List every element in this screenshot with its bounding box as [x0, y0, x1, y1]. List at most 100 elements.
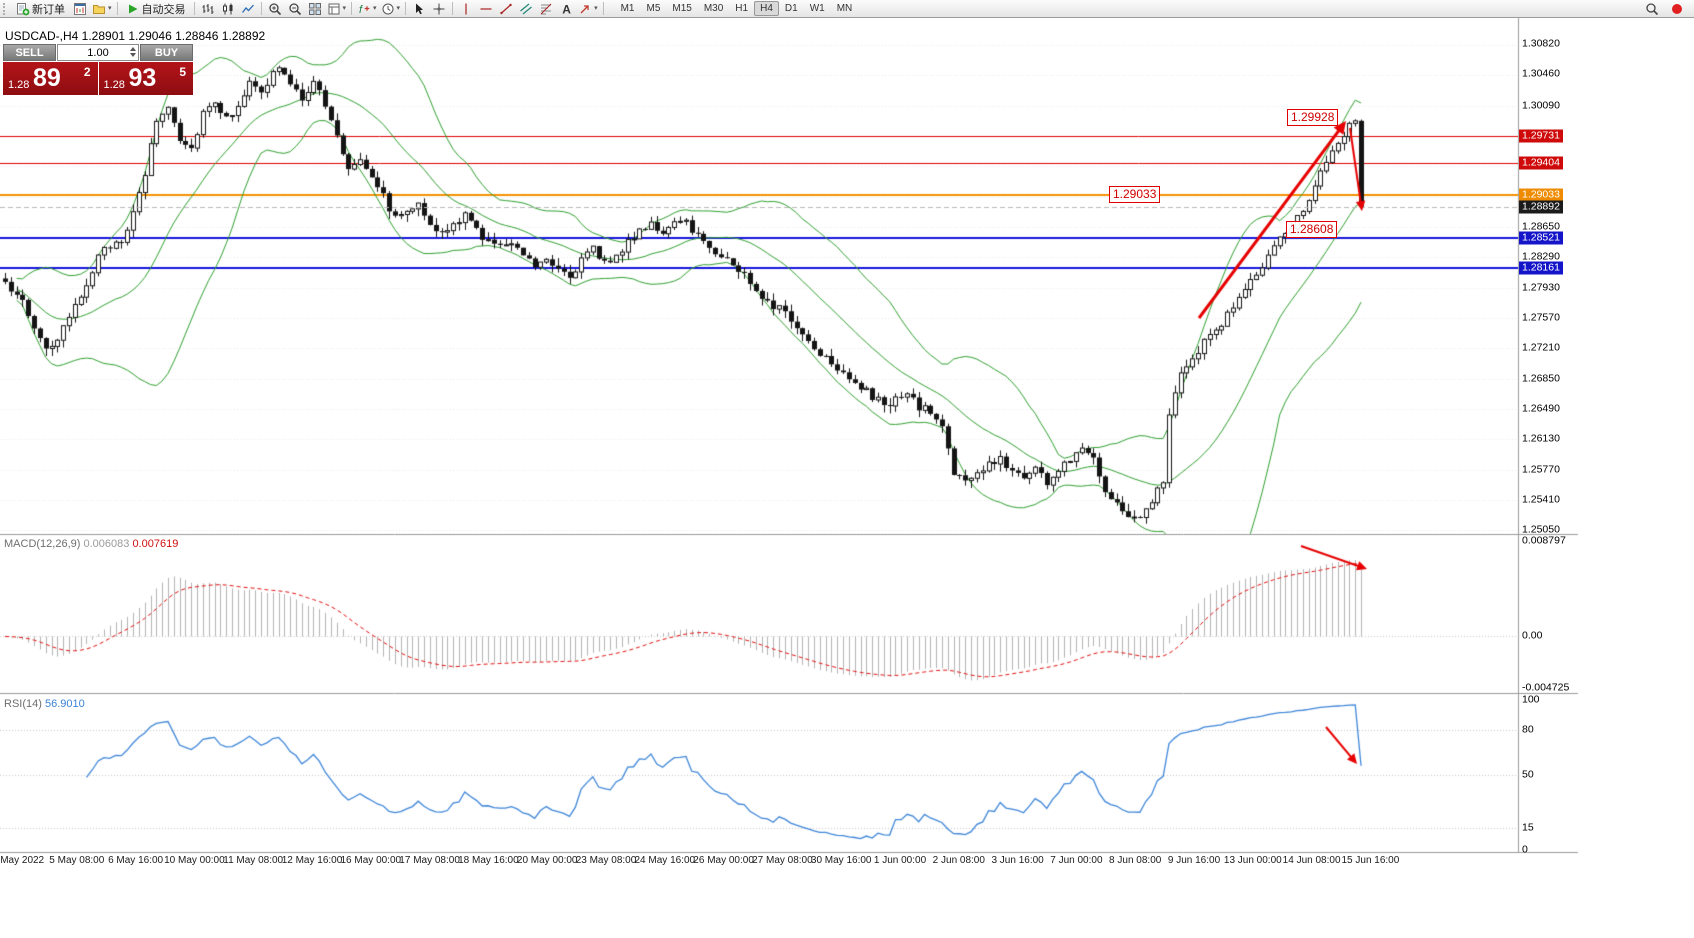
time-axis-label: 11 May 08:00 — [223, 855, 284, 866]
tile-windows-button[interactable] — [305, 1, 325, 17]
arrows-button[interactable]: ▾ — [576, 1, 600, 17]
vline-icon — [459, 2, 473, 16]
toolbar-grip[interactable] — [3, 2, 7, 15]
crosshair-button[interactable] — [429, 1, 449, 17]
timeframe-button-m1[interactable]: M1 — [620, 3, 635, 14]
toolbar-separator — [260, 2, 262, 15]
time-axis-label: 10 May 00:00 — [164, 855, 225, 866]
new-order-button[interactable]: 新订单 — [11, 1, 70, 17]
buy-price-main: 93 — [128, 64, 157, 92]
rsi-axis-label: 15 — [1522, 821, 1534, 833]
text-label-button[interactable]: A — [556, 1, 576, 17]
fibo-icon — [539, 2, 553, 16]
price-axis-label: 1.28650 — [1522, 220, 1560, 233]
price-axis-label: 1.28290 — [1522, 250, 1560, 263]
record-indicator[interactable] — [1667, 1, 1687, 17]
price-axis-label: 1.25050 — [1522, 523, 1560, 536]
fibonacci-button[interactable] — [536, 1, 556, 17]
rsi-axis-label: 0 — [1522, 843, 1528, 856]
toolbar-buttons: 新订单 ▾ 自动交易 ▾ f ▾ ▾ A ▾ — [11, 1, 607, 17]
timeframe-button-w1[interactable]: W1 — [809, 3, 825, 14]
time-axis-label: 20 May 00:00 — [516, 855, 578, 866]
periods-button[interactable]: ▾ — [379, 1, 403, 17]
zoom-out-icon — [288, 2, 302, 16]
new-chart-button[interactable] — [70, 1, 90, 17]
price-annotation[interactable]: 1.29033 — [1109, 186, 1161, 203]
profiles-button[interactable]: ▾ — [90, 1, 114, 17]
sell-price-display[interactable]: 1.28 89 2 — [3, 62, 98, 95]
buy-price-display[interactable]: 1.28 93 5 — [98, 62, 193, 95]
price-line-tag[interactable]: 1.29033 — [1519, 188, 1563, 202]
templates-icon — [327, 2, 341, 16]
cursor-button[interactable] — [409, 1, 429, 17]
macd-axis-label: -0.004725 — [1522, 681, 1570, 694]
timeframe-button-h1[interactable]: H1 — [735, 3, 749, 14]
time-axis-label: 14 Jun 08:00 — [1282, 855, 1341, 866]
line-chart-icon — [241, 2, 255, 16]
price-axis-label: 1.30090 — [1522, 99, 1560, 112]
bar-chart-icon — [201, 2, 215, 16]
time-axis-label: 27 May 08:00 — [752, 855, 813, 866]
record-icon — [1670, 2, 1684, 16]
line-chart-button[interactable] — [238, 1, 258, 17]
timeframe-button-m5[interactable]: M5 — [646, 3, 661, 14]
toolbar-separator — [193, 2, 195, 15]
macd-main-value: 0.006083 — [83, 538, 130, 550]
sell-price-main: 89 — [33, 64, 61, 92]
price-line-tag[interactable]: 1.29404 — [1519, 156, 1563, 170]
auto-trading-icon — [126, 2, 140, 16]
candlestick-chart-button[interactable] — [218, 1, 238, 17]
price-axis-label: 1.27210 — [1522, 341, 1560, 354]
auto-trading-button[interactable]: 自动交易 — [121, 1, 191, 17]
time-axis-label: 6 May 16:00 — [108, 855, 164, 866]
price-line-tag[interactable]: 1.28161 — [1519, 261, 1563, 275]
buy-price-prefix: 1.28 — [103, 79, 125, 91]
trendline-icon — [499, 2, 513, 16]
timeframe-toolbar: M1 M5 M15 M30 H1 H4 D1 W1 MN — [615, 1, 859, 16]
toolbar-separator — [116, 2, 118, 15]
rsi-value: 56.9010 — [44, 698, 85, 710]
channel-icon — [519, 2, 533, 16]
one-click-trading-panel: SELL 1.00 BUY 1.28 89 2 1.28 93 5 — [3, 44, 193, 95]
templates-button[interactable]: ▾ — [325, 1, 349, 17]
spin-up-icon[interactable] — [130, 47, 136, 51]
price-line-tag[interactable]: 1.28892 — [1519, 200, 1563, 214]
trendline-button[interactable] — [496, 1, 516, 17]
timeframe-button-d1[interactable]: D1 — [784, 3, 798, 14]
spin-down-icon[interactable] — [130, 53, 136, 57]
bar-chart-button[interactable] — [198, 1, 218, 17]
tile-windows-icon — [308, 2, 322, 16]
price-axis-label: 1.26490 — [1522, 402, 1560, 415]
timeframe-button-m30[interactable]: M30 — [703, 3, 724, 14]
zoom-out-button[interactable] — [285, 1, 305, 17]
buy-button[interactable]: BUY — [140, 44, 193, 61]
timeframe-button-h4[interactable]: H4 — [754, 1, 779, 16]
horizontal-line-button[interactable] — [476, 1, 496, 17]
indicators-button[interactable]: f ▾ — [355, 1, 379, 17]
timeframe-button-m15[interactable]: M15 — [672, 3, 692, 14]
vertical-line-button[interactable] — [456, 1, 476, 17]
volume-input[interactable]: 1.00 — [57, 44, 139, 61]
time-axis-label: 12 May 16:00 — [281, 855, 343, 866]
time-axis-label: 5 May 08:00 — [49, 855, 105, 866]
price-axis-label: 1.26850 — [1522, 372, 1560, 385]
time-axis-label: 18 May 16:00 — [458, 855, 519, 866]
chevron-down-icon: ▾ — [342, 4, 347, 12]
price-annotation[interactable]: 1.29928 — [1287, 109, 1339, 126]
timeframe-button-mn[interactable]: MN — [836, 3, 853, 14]
equidistant-channel-button[interactable] — [516, 1, 536, 17]
svg-text:A: A — [562, 2, 571, 16]
zoom-in-button[interactable] — [265, 1, 285, 17]
chevron-down-icon: ▾ — [108, 4, 112, 12]
price-annotation[interactable]: 1.28608 — [1286, 221, 1338, 238]
price-axis-label: 1.25410 — [1522, 493, 1560, 506]
search-button[interactable] — [1642, 1, 1662, 17]
volume-spinner[interactable] — [130, 47, 136, 57]
time-axis-label: 7 Jun 00:00 — [1050, 855, 1103, 866]
price-line-tag[interactable]: 1.28521 — [1519, 231, 1563, 245]
sell-button[interactable]: SELL — [3, 44, 56, 61]
time-axis-label: 24 May 16:00 — [634, 855, 696, 866]
price-line-tag[interactable]: 1.29731 — [1519, 129, 1563, 143]
time-axis-label: 1 Jun 00:00 — [873, 855, 927, 866]
